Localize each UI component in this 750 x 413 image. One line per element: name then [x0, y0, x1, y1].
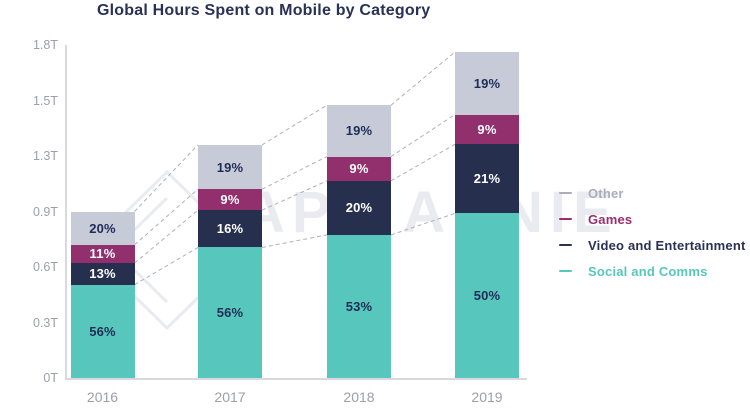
- bar-2017-segment-other: 19%: [198, 144, 262, 190]
- connector-dashed-line: [134, 247, 199, 286]
- y-tick-label: 1.3T: [32, 149, 58, 163]
- bar-2016-video-and-entertainment-percent-label: 13%: [89, 266, 116, 282]
- legend: Other Games Video and Entertainment Soci…: [559, 180, 746, 284]
- legend-label-other: Other: [588, 185, 624, 201]
- connector-dashed-line: [390, 114, 456, 157]
- legend-swatch-games-icon: [559, 217, 572, 221]
- bar-2019-other-percent-label: 19%: [473, 75, 501, 91]
- connector-dashed-line: [261, 234, 328, 248]
- bar-2019-segment-video-and-entertainment: 21%: [455, 144, 519, 214]
- y-tick-label: 0T: [43, 371, 58, 385]
- bar-2017-segment-games: 9%: [198, 189, 262, 211]
- bar-2017-segment-video-and-entertainment: 16%: [198, 210, 262, 248]
- bar-2018-segment-games: 9%: [327, 156, 391, 181]
- connector-dashed-line: [261, 156, 328, 190]
- bar-2017-video-and-entertainment-percent-label: 16%: [216, 221, 244, 237]
- connector-dashed-line: [134, 209, 199, 264]
- bar-2017-other-percent-label: 19%: [216, 159, 244, 175]
- bar-2019-segment-social-and-comms: 50%: [455, 213, 519, 378]
- legend-label-social-and-comms: Social and Comms: [588, 263, 708, 279]
- bar-2018-other-percent-label: 19%: [345, 123, 373, 139]
- y-tick-label: 0.9T: [32, 204, 58, 219]
- bar-2019-video-and-entertainment-percent-label: 21%: [473, 171, 501, 187]
- x-tick-label: 2016: [86, 389, 119, 405]
- legend-swatch-video-and-entertainment-icon: [559, 243, 572, 247]
- connector-dashed-line: [134, 144, 199, 212]
- bar-2018-segment-other: 19%: [327, 105, 391, 157]
- bar-2017-games-percent-label: 9%: [220, 192, 240, 208]
- x-tick-label: 2019: [471, 389, 503, 405]
- bar-2019-games-percent-label: 9%: [477, 121, 497, 137]
- bar-2018-segment-social-and-comms: 53%: [327, 234, 391, 378]
- bar-2017-segment-social-and-comms: 56%: [198, 247, 262, 378]
- x-tick-label: 2017: [214, 389, 246, 405]
- y-tick-label: 1.8T: [32, 38, 58, 52]
- connector-dashed-line: [390, 51, 456, 106]
- bar-2017-social-and-comms-percent-label: 56%: [216, 305, 244, 321]
- y-tick-label: 0.3T: [32, 315, 58, 330]
- chart-title: Global Hours Spent on Mobile by Category: [97, 2, 431, 19]
- legend-item-other: Other: [559, 180, 746, 206]
- y-axis-line: [65, 45, 67, 379]
- y-tick-label: 0.6T: [32, 260, 58, 274]
- legend-label-video-and-entertainment: Video and Entertainment: [588, 237, 746, 253]
- connector-dashed-line: [134, 188, 199, 246]
- connector-dashed-line: [261, 180, 328, 211]
- legend-item-video-and-entertainment: Video and Entertainment: [559, 232, 746, 258]
- bar-2019-social-and-comms-percent-label: 50%: [473, 288, 501, 304]
- bar-2016-segment-games: 11%: [70, 244, 135, 264]
- legend-swatch-other-icon: [559, 191, 572, 195]
- bar-2016-segment-social-and-comms: 56%: [70, 284, 135, 378]
- bar-2018-video-and-entertainment-percent-label: 20%: [345, 200, 373, 216]
- bar-2016-games-percent-label: 11%: [89, 246, 116, 262]
- connector-dashed-line: [390, 143, 456, 182]
- bar-2019-segment-other: 19%: [455, 51, 519, 115]
- y-tick-label: 1.5T: [32, 93, 58, 108]
- bar-2016-segment-other: 20%: [70, 211, 135, 245]
- legend-item-games: Games: [559, 206, 746, 232]
- bar-2018-games-percent-label: 9%: [349, 161, 369, 177]
- bar-2016-segment-video-and-entertainment: 13%: [70, 263, 135, 285]
- connector-dashed-line: [261, 104, 328, 146]
- connector-dashed-line: [390, 212, 456, 236]
- bar-2016-other-percent-label: 20%: [89, 220, 116, 236]
- bar-2016-social-and-comms-percent-label: 56%: [89, 323, 116, 339]
- x-axis-line: [65, 378, 527, 380]
- watermark-text: APP ANNIE: [243, 180, 619, 245]
- legend-swatch-social-and-comms-icon: [559, 269, 572, 273]
- bar-2018-social-and-comms-percent-label: 53%: [345, 298, 373, 314]
- x-tick-label: 2018: [343, 389, 375, 405]
- bar-2019-segment-games: 9%: [455, 114, 519, 145]
- bar-2018-segment-video-and-entertainment: 20%: [327, 180, 391, 235]
- legend-label-games: Games: [588, 211, 633, 227]
- legend-item-social-and-comms: Social and Comms: [559, 258, 746, 284]
